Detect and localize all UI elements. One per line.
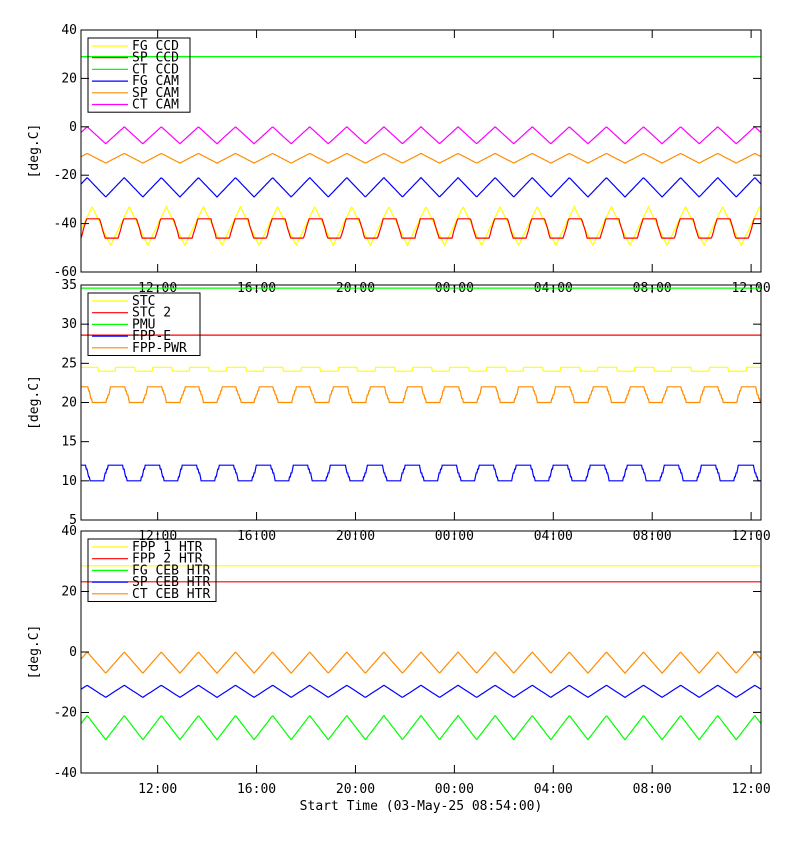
x-tick-label: 12:00 xyxy=(138,782,177,797)
series-line-3-sp-ceb-htr xyxy=(80,684,762,699)
y-axis-label: [deg.C] xyxy=(27,625,42,680)
y-tick-label: -20 xyxy=(54,706,77,721)
legend-box-1 xyxy=(87,37,191,113)
y-axis-label: [deg.C] xyxy=(27,375,42,430)
y-tick-label: 20 xyxy=(61,396,77,411)
x-tick-label: 16:00 xyxy=(237,782,276,797)
legend-entry: SP CAM xyxy=(132,86,179,101)
y-tick-label: -40 xyxy=(54,217,77,232)
y-tick-label: 0 xyxy=(69,645,77,660)
legend-entry: FG CEB HTR xyxy=(132,563,210,578)
start-time-label: Start Time (03-May-25 08:54:00) xyxy=(300,799,543,814)
y-tick-label: 25 xyxy=(61,356,77,371)
legend-entry: FG CAM xyxy=(132,74,179,89)
series-line-1-sp-cam xyxy=(80,152,762,164)
x-tick-label: 08:00 xyxy=(633,782,672,797)
x-tick-label: 04:00 xyxy=(534,782,573,797)
plot-frame-1 xyxy=(80,29,762,273)
series-line-3-fg-ceb-htr xyxy=(80,714,762,741)
legend-entry: STC 2 xyxy=(132,306,171,321)
y-tick-label: 40 xyxy=(61,524,77,539)
legend-box-3 xyxy=(87,538,217,602)
y-tick-label: 20 xyxy=(61,585,77,600)
legend-entry: SP CCD xyxy=(132,51,179,66)
legend-entry: STC xyxy=(132,294,155,309)
legend-entry: FPP-PWR xyxy=(132,341,187,356)
y-tick-label: 10 xyxy=(61,474,77,489)
y-tick-label: 35 xyxy=(61,278,77,293)
y-tick-label: 30 xyxy=(61,317,77,332)
y-axis-label: [deg.C] xyxy=(27,124,42,179)
series-line-2-fpp-pwr xyxy=(81,386,761,404)
legend-entry: CT CAM xyxy=(132,98,179,113)
legend-entry: FPP-E xyxy=(132,329,171,344)
x-tick-label: 12:00 xyxy=(732,782,771,797)
series-line-2-fpp-e xyxy=(81,464,761,482)
y-tick-label: -20 xyxy=(54,168,77,183)
series-line-1-ct-cam xyxy=(80,126,762,145)
y-tick-label: 20 xyxy=(61,71,77,86)
y-tick-label: 40 xyxy=(61,23,77,38)
legend-entry: PMU xyxy=(132,317,155,332)
legend-entry: FPP 1 HTR xyxy=(132,540,203,555)
series-line-3-ct-ceb-htr xyxy=(80,651,762,675)
y-tick-label: -40 xyxy=(54,766,77,781)
x-tick-label: 00:00 xyxy=(435,782,474,797)
series-line-2-stc xyxy=(81,366,761,372)
y-tick-label: -60 xyxy=(54,265,77,280)
legend-entry: CT CCD xyxy=(132,62,179,77)
y-tick-label: 5 xyxy=(69,513,77,528)
y-tick-label: 15 xyxy=(61,435,77,450)
legend-entry: FPP 2 HTR xyxy=(132,552,203,567)
legend-entry: SP CEB HTR xyxy=(132,575,210,590)
series-line-1-fg-cam xyxy=(80,176,762,198)
x-tick-label: 20:00 xyxy=(336,782,375,797)
y-tick-label: 0 xyxy=(69,120,77,135)
legend-box-2 xyxy=(87,292,201,356)
series-line-1-sp-ccd xyxy=(80,218,761,239)
series-line-1-fg-ccd xyxy=(80,205,762,247)
legend-entry: CT CEB HTR xyxy=(132,587,210,602)
legend-entry: FG CCD xyxy=(132,39,179,54)
